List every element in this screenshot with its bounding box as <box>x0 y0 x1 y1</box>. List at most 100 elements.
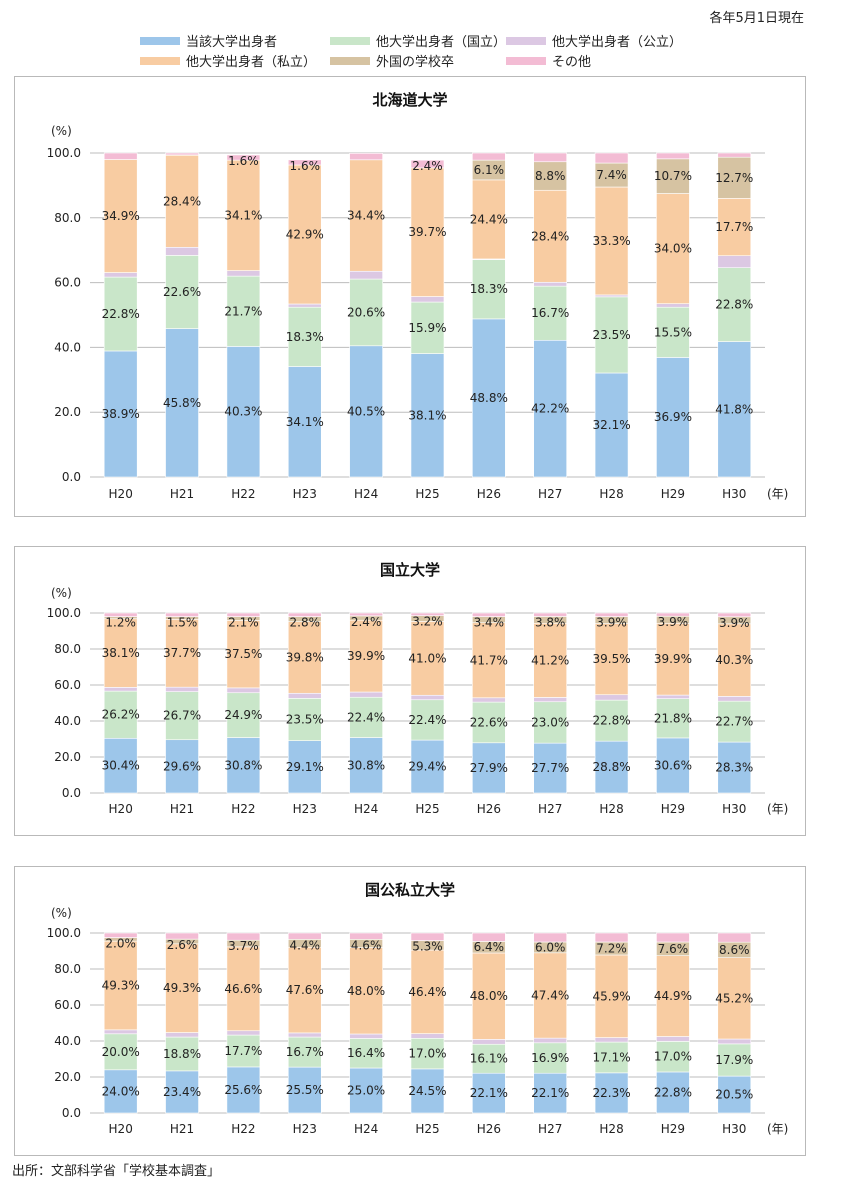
bar-segment-other-public <box>656 1036 690 1042</box>
x-tick-label: H25 <box>415 487 439 501</box>
data-label: 34.0% <box>654 242 692 256</box>
chart-national-universities: 国立大学 (%) 0.0 20.0 40.0 60.0 80.0 100.0 30.4% 26.2… <box>47 561 789 816</box>
x-tick-label: H24 <box>354 802 378 816</box>
data-label: 22.6% <box>163 285 201 299</box>
data-label: 18.8% <box>163 1047 201 1061</box>
data-label: 34.1% <box>224 208 262 222</box>
data-label: 2.8% <box>290 616 321 630</box>
data-label: 3.2% <box>412 615 443 629</box>
bar-segment-other <box>533 152 568 163</box>
bar-segment-other-national <box>717 267 752 342</box>
bar-segment-other-national <box>533 285 568 341</box>
legend-item-foreign-school: 外国の学校卒 <box>330 51 454 70</box>
data-label: 29.1% <box>286 760 324 774</box>
bar-segment-other-national <box>472 1043 506 1074</box>
data-label: 44.9% <box>654 989 692 1003</box>
bar-segment-own-university <box>226 1066 261 1114</box>
bar-segment-other-public <box>226 687 261 694</box>
x-tick-label: H30 <box>722 487 746 501</box>
data-label: 29.4% <box>408 760 446 774</box>
bar-segment-other-public <box>287 303 322 308</box>
data-label: 24.0% <box>102 1084 140 1098</box>
bar-segment-other-private <box>349 159 383 272</box>
data-label: 22.3% <box>592 1086 630 1100</box>
data-label: 39.7% <box>408 225 446 239</box>
data-label: 21.8% <box>654 711 692 725</box>
bar-segment-other-private <box>656 955 690 1037</box>
data-label: 8.8% <box>535 169 566 183</box>
y-tick-label: 20.0 <box>54 1070 81 1084</box>
legend-swatch <box>506 56 546 65</box>
bar-segment-other-national <box>594 699 629 742</box>
data-label: 22.4% <box>347 710 385 724</box>
bar-segment-own-university <box>717 741 752 794</box>
data-label: 4.6% <box>351 938 382 952</box>
data-label: 48.0% <box>347 984 385 998</box>
legend-item-other-private: 他大学出身者（私立） <box>140 51 316 70</box>
y-tick-label: 80.0 <box>54 962 81 976</box>
data-label: 3.9% <box>719 616 750 630</box>
y-axis-unit: (%) <box>51 906 72 920</box>
bar-segment-own-university <box>472 318 506 478</box>
data-label: 28.4% <box>531 229 569 243</box>
bar-segment-other-public <box>656 303 690 308</box>
x-tick-label: H29 <box>661 802 685 816</box>
y-axis-unit: (%) <box>51 586 72 600</box>
data-label: 46.6% <box>224 982 262 996</box>
data-label: 37.7% <box>163 646 201 660</box>
data-label: 23.5% <box>592 328 630 342</box>
bar-segment-other-public <box>533 281 568 287</box>
bar-segment-other-private <box>656 193 690 304</box>
data-label: 45.9% <box>592 989 630 1003</box>
data-label: 28.4% <box>163 194 201 208</box>
bar-segment-own-university <box>533 742 568 794</box>
data-label: 34.4% <box>347 209 385 223</box>
x-tick-label: H20 <box>109 802 133 816</box>
bar-segment-own-university <box>594 1072 629 1114</box>
bar-segment-other <box>103 612 138 617</box>
data-label: 37.5% <box>224 647 262 661</box>
y-tick-label: 60.0 <box>54 678 81 692</box>
bar-segment-other-national <box>226 692 261 738</box>
data-label: 27.9% <box>470 761 508 775</box>
bar-segment-other <box>226 612 261 617</box>
data-label: 25.0% <box>347 1084 385 1098</box>
y-tick-label: 0.0 <box>62 786 81 800</box>
data-label: 34.1% <box>286 415 324 429</box>
bar-segment-own-university <box>103 737 138 794</box>
data-label: 3.8% <box>535 615 566 629</box>
data-label: 17.0% <box>654 1050 692 1064</box>
legend-label: 他大学出身者（国立） <box>376 35 507 50</box>
bar-segment-other-national <box>656 1041 690 1073</box>
bar-segment-other <box>287 932 322 940</box>
bar-segment-other-private <box>594 623 629 696</box>
bar-segment-other <box>533 932 568 943</box>
data-label: 32.1% <box>592 418 630 432</box>
data-label: 3.9% <box>658 615 689 629</box>
bar-segment-other-public <box>349 270 383 280</box>
legend-label: 他大学出身者（公立） <box>552 35 683 50</box>
bar-segment-other-private <box>103 159 138 273</box>
bar-segment-other <box>717 152 752 158</box>
x-tick-label: H23 <box>293 802 317 816</box>
bar-segment-other <box>717 932 752 943</box>
data-label: 36.9% <box>654 410 692 424</box>
data-label: 17.0% <box>408 1047 446 1061</box>
data-label: 16.7% <box>286 1045 324 1059</box>
bar-segment-other-national <box>103 690 138 739</box>
bar-segment-other-private <box>472 622 506 699</box>
data-label: 40.3% <box>715 653 753 667</box>
chart-hokkaido-university: 北海道大学 (%) 0.0 20.0 40.0 60.0 80.0 100.0 38.9% 22.… <box>47 91 789 501</box>
data-label: 26.2% <box>102 708 140 722</box>
bar-segment-own-university <box>103 350 138 478</box>
data-label: 22.7% <box>715 715 753 729</box>
data-label: 49.3% <box>102 978 140 992</box>
data-label: 3.9% <box>596 616 627 630</box>
data-label: 40.3% <box>224 405 262 419</box>
bar-segment-other-public <box>472 697 506 703</box>
bar-segment-other-national <box>717 700 752 743</box>
chart-title: 北海道大学 <box>372 91 447 109</box>
data-label: 22.8% <box>715 298 753 312</box>
bar-segment-own-university <box>594 372 629 478</box>
data-label: 20.5% <box>715 1088 753 1102</box>
